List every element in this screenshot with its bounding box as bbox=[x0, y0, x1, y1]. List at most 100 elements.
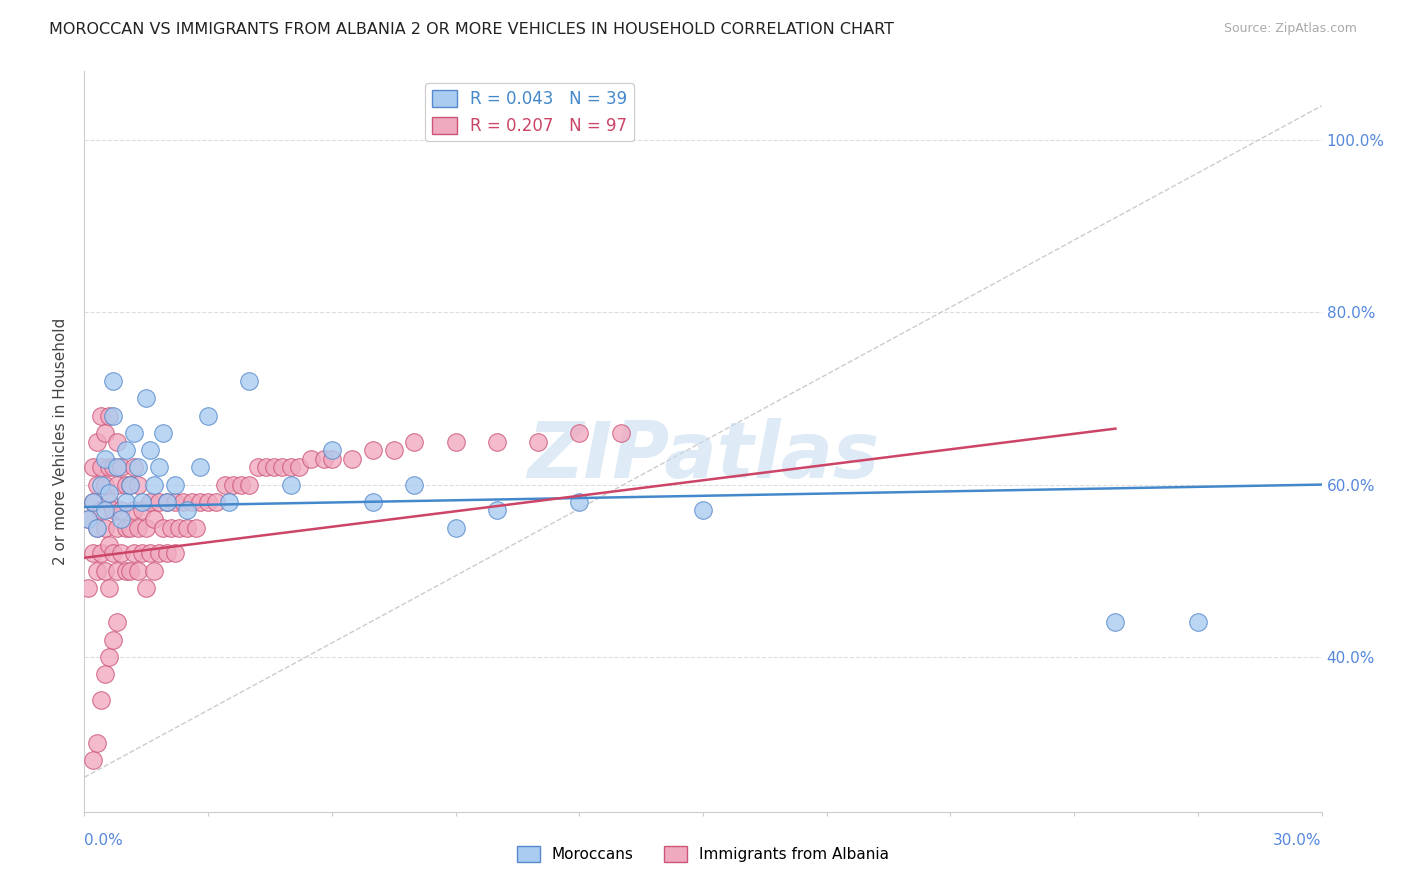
Point bbox=[156, 495, 179, 509]
Point bbox=[143, 564, 166, 578]
Text: 0.0%: 0.0% bbox=[84, 833, 124, 848]
Point bbox=[110, 460, 132, 475]
Point bbox=[263, 460, 285, 475]
Point bbox=[86, 434, 108, 449]
Point bbox=[299, 451, 322, 466]
Point bbox=[197, 495, 219, 509]
Point bbox=[280, 460, 302, 475]
Point bbox=[1187, 615, 1209, 630]
Point bbox=[176, 503, 198, 517]
Point bbox=[214, 477, 236, 491]
Point bbox=[148, 460, 170, 475]
Point bbox=[114, 495, 136, 509]
Point bbox=[143, 512, 166, 526]
Point bbox=[98, 486, 121, 500]
Point bbox=[98, 495, 121, 509]
Point bbox=[98, 409, 121, 423]
Point bbox=[82, 495, 104, 509]
Point bbox=[118, 477, 141, 491]
Point bbox=[280, 477, 302, 491]
Point bbox=[229, 477, 252, 491]
Point bbox=[82, 753, 104, 767]
Point bbox=[222, 477, 245, 491]
Point bbox=[114, 477, 136, 491]
Point bbox=[143, 477, 166, 491]
Point bbox=[246, 460, 269, 475]
Point bbox=[165, 546, 187, 560]
Point bbox=[404, 434, 426, 449]
Point bbox=[77, 581, 100, 595]
Point bbox=[90, 477, 112, 491]
Point bbox=[103, 503, 125, 517]
Point bbox=[321, 443, 343, 458]
Point bbox=[152, 425, 174, 440]
Point bbox=[485, 503, 508, 517]
Text: 30.0%: 30.0% bbox=[1274, 833, 1322, 848]
Point bbox=[98, 649, 121, 664]
Point bbox=[94, 425, 117, 440]
Point bbox=[148, 546, 170, 560]
Point bbox=[568, 425, 591, 440]
Point bbox=[105, 460, 128, 475]
Point bbox=[118, 477, 141, 491]
Point bbox=[90, 460, 112, 475]
Point bbox=[321, 451, 343, 466]
Point bbox=[103, 460, 125, 475]
Point bbox=[197, 409, 219, 423]
Point bbox=[114, 443, 136, 458]
Point bbox=[152, 521, 174, 535]
Point bbox=[122, 425, 145, 440]
Point bbox=[105, 477, 128, 491]
Point bbox=[127, 460, 149, 475]
Point bbox=[105, 434, 128, 449]
Text: ZIPatlas: ZIPatlas bbox=[527, 418, 879, 494]
Point bbox=[131, 546, 153, 560]
Point bbox=[288, 460, 311, 475]
Point bbox=[135, 581, 157, 595]
Point bbox=[94, 477, 117, 491]
Point bbox=[77, 512, 100, 526]
Point bbox=[238, 477, 260, 491]
Point bbox=[114, 521, 136, 535]
Point bbox=[527, 434, 550, 449]
Point bbox=[90, 409, 112, 423]
Point bbox=[165, 477, 187, 491]
Legend: R = 0.043   N = 39, R = 0.207   N = 97: R = 0.043 N = 39, R = 0.207 N = 97 bbox=[426, 83, 634, 142]
Point bbox=[90, 546, 112, 560]
Point bbox=[103, 409, 125, 423]
Point bbox=[382, 443, 405, 458]
Point bbox=[135, 521, 157, 535]
Point bbox=[205, 495, 228, 509]
Point bbox=[82, 460, 104, 475]
Point bbox=[122, 460, 145, 475]
Point bbox=[114, 564, 136, 578]
Text: Source: ZipAtlas.com: Source: ZipAtlas.com bbox=[1223, 22, 1357, 36]
Point bbox=[90, 503, 112, 517]
Point bbox=[139, 546, 162, 560]
Point bbox=[1104, 615, 1126, 630]
Point bbox=[139, 443, 162, 458]
Point bbox=[485, 434, 508, 449]
Point bbox=[77, 512, 100, 526]
Point bbox=[361, 443, 384, 458]
Point bbox=[188, 460, 211, 475]
Point bbox=[167, 521, 190, 535]
Point bbox=[86, 564, 108, 578]
Point bbox=[94, 451, 117, 466]
Point bbox=[118, 521, 141, 535]
Point bbox=[94, 667, 117, 681]
Point bbox=[131, 503, 153, 517]
Point bbox=[105, 564, 128, 578]
Point bbox=[180, 495, 202, 509]
Point bbox=[692, 503, 714, 517]
Legend: Moroccans, Immigrants from Albania: Moroccans, Immigrants from Albania bbox=[510, 840, 896, 868]
Point bbox=[127, 521, 149, 535]
Point bbox=[110, 512, 132, 526]
Point bbox=[188, 495, 211, 509]
Point bbox=[86, 477, 108, 491]
Point bbox=[254, 460, 277, 475]
Point bbox=[135, 392, 157, 406]
Point bbox=[103, 632, 125, 647]
Point bbox=[444, 521, 467, 535]
Point bbox=[127, 477, 149, 491]
